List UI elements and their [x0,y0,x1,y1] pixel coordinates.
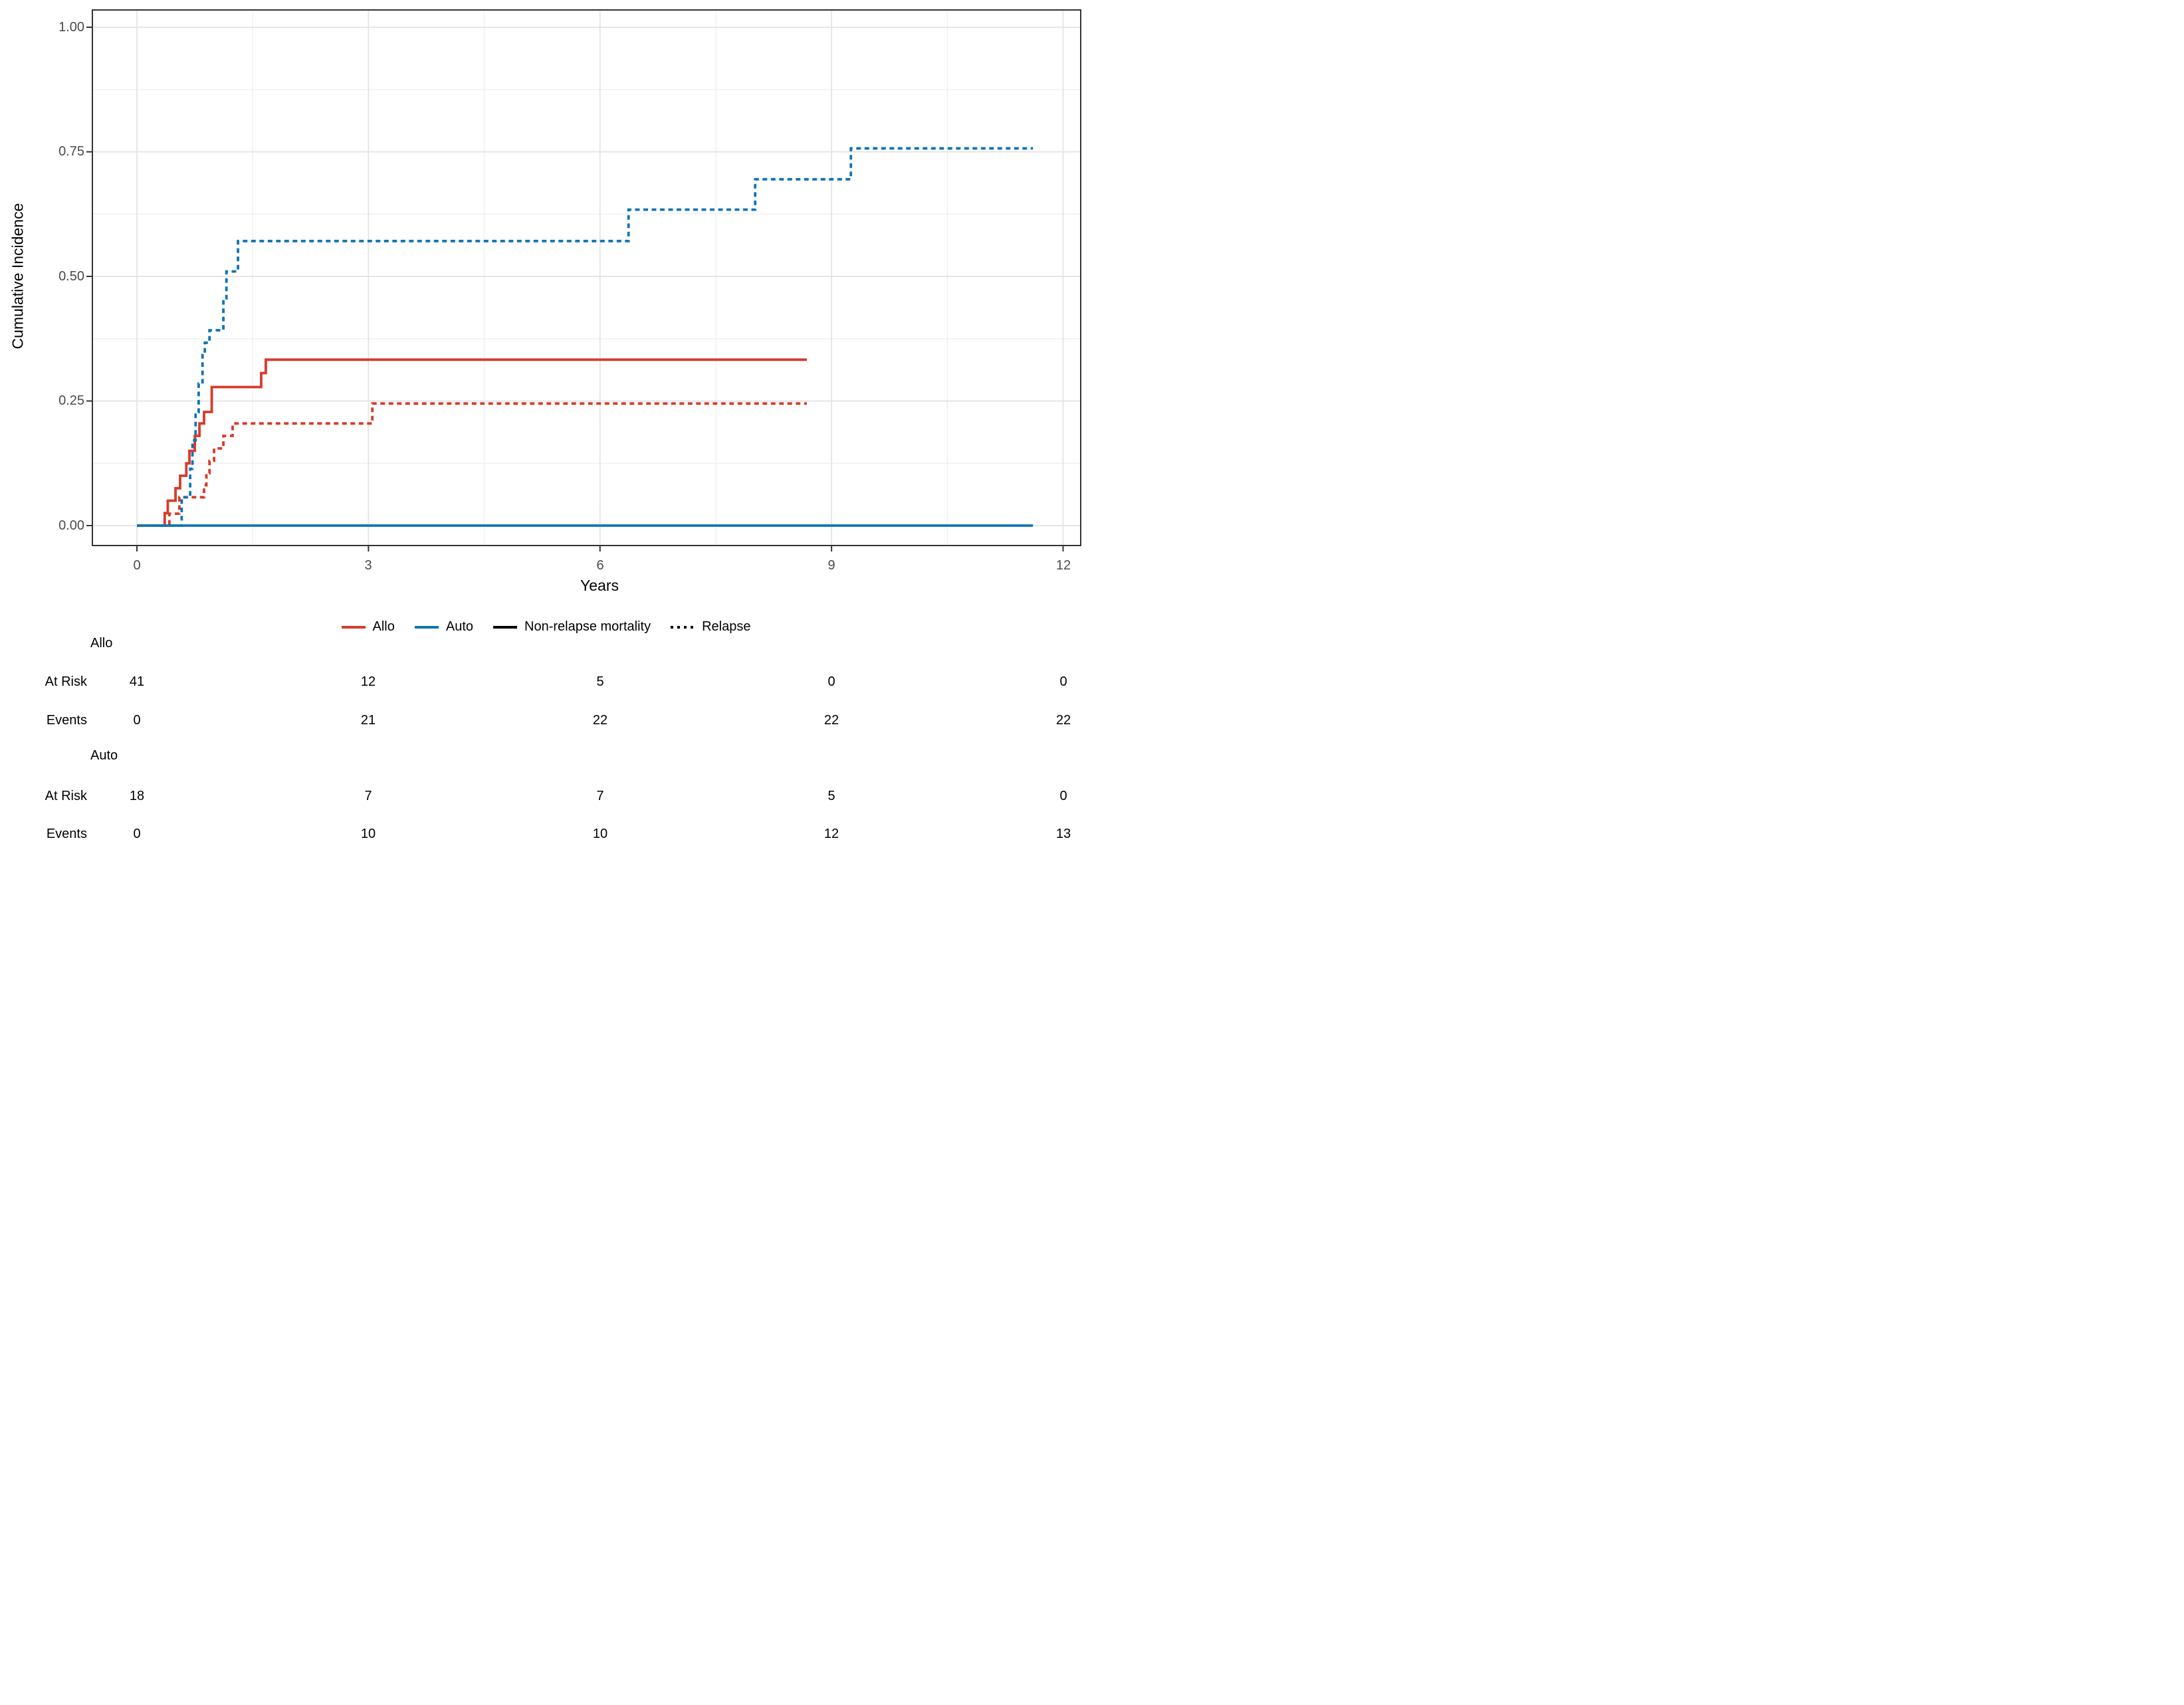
y-tick-label: 0.25 [58,393,84,408]
risk-value: 41 [129,674,145,689]
at-risk-row-label: At Risk [45,674,87,689]
cumulative-incidence-figure: 1.00 0.75 0.50 0.25 0.00 0 3 6 9 12 Cumu… [0,0,1092,852]
legend: Allo Auto Non-relapse mortality Relapse [0,619,1092,635]
legend-item-relapse: Relapse [671,619,750,635]
events-row-label: Events [46,827,87,841]
events-value: 22 [1055,713,1071,728]
risk-value: 5 [827,789,835,803]
dashed-line-key-icon [671,625,695,629]
y-tick-label: 0.75 [58,144,84,159]
legend-label: Auto [445,619,474,634]
plot-panel [92,10,1081,546]
legend-item-allo: Allo [341,619,395,635]
events-value: 22 [592,713,608,728]
legend-item-nrm: Non-relapse mortality [493,619,651,635]
auto-line-key-icon [414,625,439,629]
events-value: 0 [133,713,141,728]
events-value: 13 [1055,827,1071,841]
y-tick-label: 0.00 [58,518,84,533]
x-tick-label: 12 [1055,558,1071,573]
risk-table-group-allo: Allo [90,636,113,651]
risk-value: 7 [596,789,604,803]
risk-table-group-auto: Auto [90,748,118,763]
y-tick-label: 0.50 [58,269,84,284]
allo-line-key-icon [341,625,366,629]
panel-border [92,9,1081,546]
risk-value: 18 [129,789,145,803]
cif-plot-svg [86,9,1081,552]
risk-value: 0 [1059,789,1067,803]
x-axis-title: Years [580,577,619,594]
x-tick-label: 0 [133,558,141,573]
events-row-label: Events [46,713,87,728]
legend-label: Relapse [702,619,751,634]
events-value: 12 [823,827,839,841]
legend-item-auto: Auto [414,619,474,635]
y-axis-title: Cumulative Incidence [9,203,27,350]
events-value: 21 [360,713,376,728]
legend-label: Non-relapse mortality [524,619,651,634]
x-tick-label: 3 [364,558,372,573]
events-value: 22 [823,713,839,728]
risk-value: 0 [1059,674,1067,689]
events-value: 10 [360,827,376,841]
series-allo-nrm [137,358,807,527]
risk-value: 7 [364,789,372,803]
at-risk-row-label: At Risk [45,789,87,803]
legend-label: Allo [372,619,395,634]
risk-value: 5 [596,674,604,689]
x-tick-label: 9 [827,558,835,573]
risk-value: 12 [360,674,376,689]
risk-value: 0 [827,674,835,689]
y-tick-label: 1.00 [58,20,84,35]
x-tick-label: 6 [596,558,604,573]
solid-line-key-icon [493,625,518,629]
events-value: 10 [592,827,608,841]
events-value: 0 [133,827,141,841]
series-auto-relapse [137,147,1034,527]
